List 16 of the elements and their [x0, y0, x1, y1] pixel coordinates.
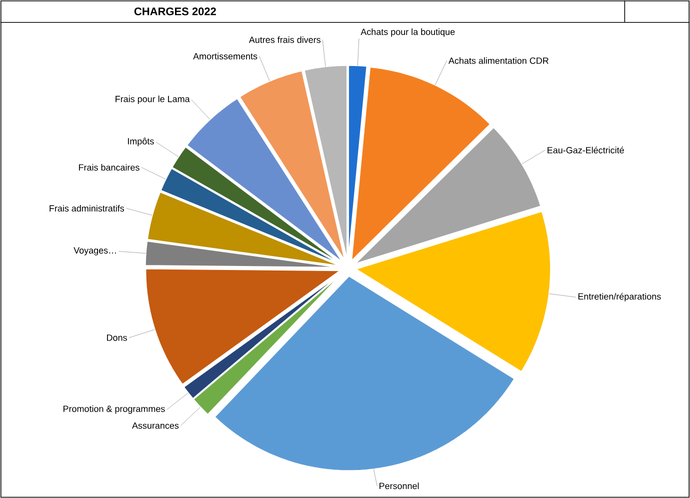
slice-label: Amortissements — [193, 52, 258, 60]
slice-label: Achats pour la boutique — [360, 28, 455, 37]
slice-label: Frais pour le Lama — [116, 96, 190, 104]
slice-label: Entretien/réparations — [578, 293, 661, 302]
slice-label: Achats alimentation CDR — [448, 57, 548, 64]
slice-label: Impôts — [128, 138, 154, 146]
slice-label: Frais bancaires — [79, 164, 140, 171]
slice-label: Frais administratifs — [50, 205, 124, 212]
slice-label: Assurances — [132, 422, 179, 429]
slice-label: Voyages… — [74, 247, 116, 256]
slice-label: Personnel — [380, 482, 419, 490]
slice-label: Autres frais divers — [248, 36, 320, 44]
slice-label: Dons — [107, 334, 127, 341]
chart-title: CHARGES 2022 — [134, 8, 216, 16]
slice-label: Eau-Gaz-Eléctricité — [548, 146, 624, 154]
slice-label: Promotion & programmes — [64, 406, 165, 414]
